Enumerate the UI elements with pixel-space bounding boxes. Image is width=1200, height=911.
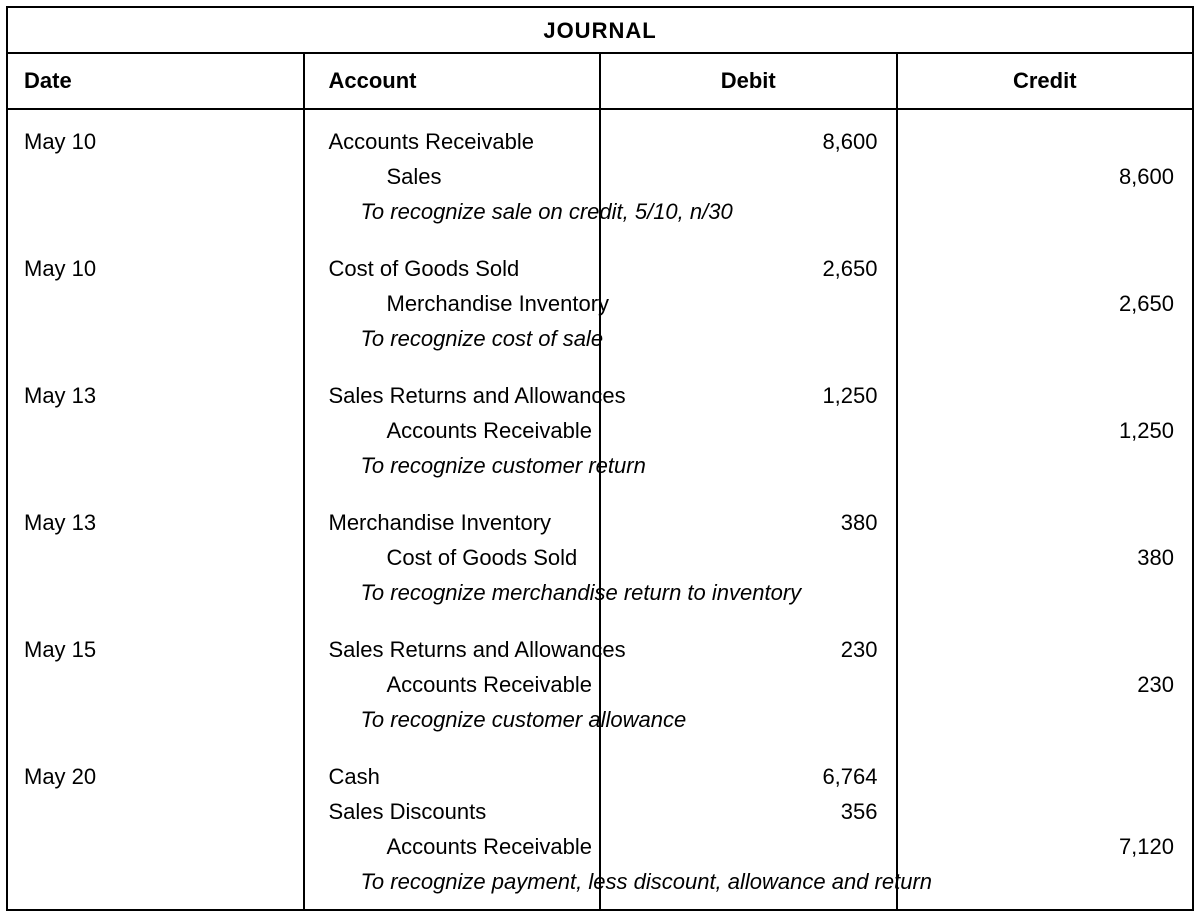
entry-date: May 20 <box>24 759 287 794</box>
entry-account: Accounts Receivable <box>329 413 584 448</box>
entry-date <box>24 413 287 448</box>
column-header-account: Account <box>304 53 601 109</box>
entry-credit <box>914 794 1175 829</box>
table-header-row: Date Account Debit Credit <box>7 53 1193 109</box>
entry-debit <box>617 829 878 864</box>
entry-credit: 7,120 <box>914 829 1175 864</box>
account-column-body: Accounts ReceivableSalesTo recognize sal… <box>304 109 601 910</box>
entry-date <box>24 286 287 321</box>
entry-account: Sales Returns and Allowances <box>329 378 584 413</box>
column-header-date: Date <box>7 53 304 109</box>
entry-date: May 10 <box>24 124 287 159</box>
entry-credit: 380 <box>914 540 1175 575</box>
entry-credit: 2,650 <box>914 286 1175 321</box>
entry-debit <box>617 159 878 194</box>
entry-date <box>24 159 287 194</box>
entry-account: Sales <box>329 159 584 194</box>
entry-account: Cost of Goods Sold <box>329 540 584 575</box>
entry-debit: 6,764 <box>617 759 878 794</box>
entry-date: May 10 <box>24 251 287 286</box>
entry-account: Sales Returns and Allowances <box>329 632 584 667</box>
entry-account: Cost of Goods Sold <box>329 251 584 286</box>
entry-debit: 230 <box>617 632 878 667</box>
credit-column-body: 8,600 2,650 1,250 380 230 7,120 <box>897 109 1194 910</box>
entry-account: Accounts Receivable <box>329 667 584 702</box>
entry-memo: To recognize merchandise return to inven… <box>329 575 584 610</box>
column-header-debit: Debit <box>600 53 897 109</box>
entry-date <box>24 540 287 575</box>
entry-debit: 1,250 <box>617 378 878 413</box>
entry-date: May 15 <box>24 632 287 667</box>
entry-memo: To recognize customer allowance <box>329 702 584 737</box>
column-header-credit: Credit <box>897 53 1194 109</box>
entry-debit: 380 <box>617 505 878 540</box>
entry-credit <box>914 759 1175 794</box>
journal-table: JOURNAL Date Account Debit Credit May 10… <box>6 6 1194 911</box>
entry-debit <box>617 540 878 575</box>
journal-title: JOURNAL <box>7 7 1193 53</box>
entry-account: Merchandise Inventory <box>329 505 584 540</box>
entry-account: Sales Discounts <box>329 794 584 829</box>
entry-debit <box>617 413 878 448</box>
entry-credit: 1,250 <box>914 413 1175 448</box>
entry-debit: 2,650 <box>617 251 878 286</box>
debit-column-body: 8,600 2,650 1,250 380 230 6,764356 <box>600 109 897 910</box>
entry-date <box>24 794 287 829</box>
entry-debit <box>617 286 878 321</box>
date-column-body: May 10 May 10 May 13 May 13 May 15 May 2… <box>7 109 304 910</box>
entry-account: Accounts Receivable <box>329 124 584 159</box>
entry-date: May 13 <box>24 378 287 413</box>
entry-memo: To recognize cost of sale <box>329 321 584 356</box>
entry-memo: To recognize customer return <box>329 448 584 483</box>
entry-credit <box>914 378 1175 413</box>
entry-credit: 230 <box>914 667 1175 702</box>
entry-credit: 8,600 <box>914 159 1175 194</box>
entry-debit: 356 <box>617 794 878 829</box>
entry-credit <box>914 505 1175 540</box>
entry-account: Merchandise Inventory <box>329 286 584 321</box>
entry-date <box>24 829 287 864</box>
entry-account: Cash <box>329 759 584 794</box>
entry-memo: To recognize payment, less discount, all… <box>329 864 584 899</box>
entry-credit <box>914 632 1175 667</box>
entry-credit <box>914 124 1175 159</box>
entry-debit: 8,600 <box>617 124 878 159</box>
entry-account: Accounts Receivable <box>329 829 584 864</box>
entry-credit <box>914 251 1175 286</box>
entry-date <box>24 667 287 702</box>
entry-debit <box>617 667 878 702</box>
entry-date: May 13 <box>24 505 287 540</box>
journal-wrapper: JOURNAL Date Account Debit Credit May 10… <box>0 0 1200 876</box>
entry-memo: To recognize sale on credit, 5/10, n/30 <box>329 194 584 229</box>
journal-body-row: May 10 May 10 May 13 May 13 May 15 May 2… <box>7 109 1193 910</box>
